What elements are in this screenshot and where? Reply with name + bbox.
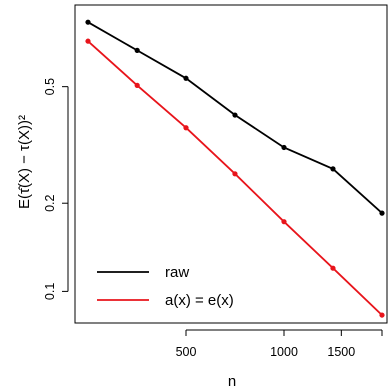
y-tick-label: 0.5 [43, 78, 57, 95]
series-line [87, 40, 383, 316]
legend-label: raw [165, 264, 189, 281]
series-layer [85, 19, 385, 318]
data-point [330, 166, 336, 172]
series-line [87, 21, 383, 214]
y-axis-title: E(τ̂(X) − τ(X))² [16, 115, 33, 209]
x-tick-label: 1000 [270, 345, 298, 359]
data-point [232, 171, 238, 177]
data-point [183, 125, 189, 131]
x-axis: 500 1000 1500 [176, 329, 383, 359]
data-point [85, 19, 91, 25]
legend: raw a(x) = e(x) [97, 264, 234, 309]
data-point [330, 265, 336, 271]
data-point [379, 312, 385, 318]
data-point [281, 219, 287, 225]
x-tick-label: 1500 [327, 345, 355, 359]
y-axis: 0.1 0.2 0.5 [43, 78, 69, 300]
data-point [232, 112, 238, 118]
data-point [281, 144, 287, 151]
data-point [379, 210, 385, 216]
data-point [183, 75, 189, 81]
legend-label: a(x) = e(x) [165, 292, 234, 309]
y-tick-label: 0.2 [43, 194, 57, 211]
data-point [134, 47, 140, 53]
data-point [134, 82, 140, 88]
plot-frame [74, 4, 388, 324]
data-point [85, 38, 91, 44]
y-tick-label: 0.1 [43, 283, 57, 300]
x-tick-label: 500 [176, 345, 197, 359]
x-axis-title: n [228, 373, 236, 390]
